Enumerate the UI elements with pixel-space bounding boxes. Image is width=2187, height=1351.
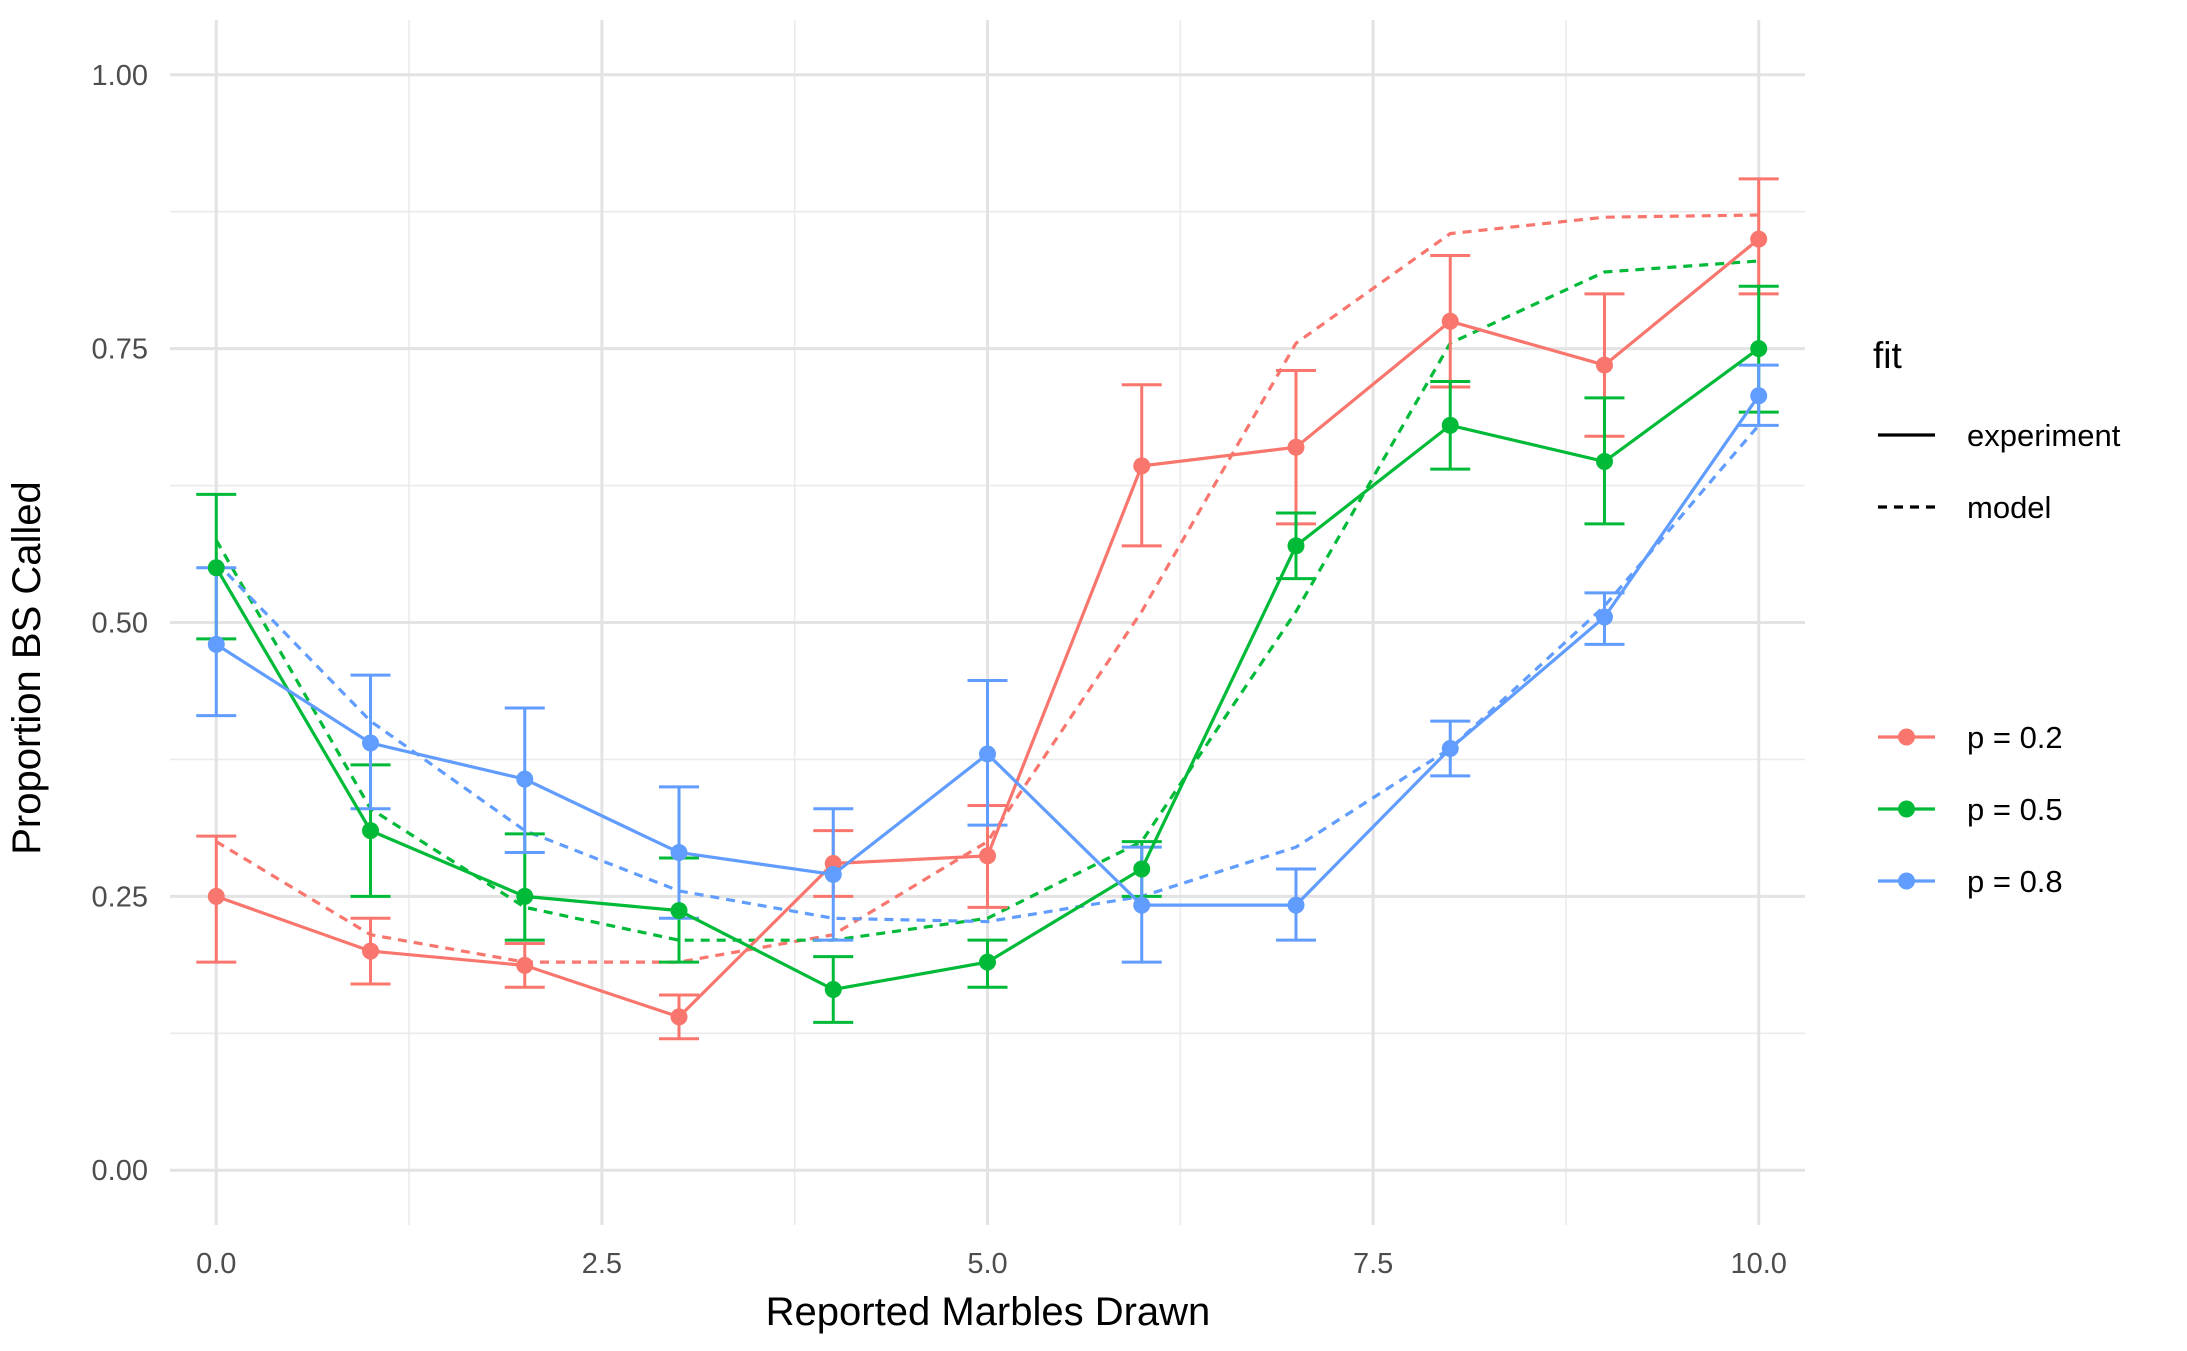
- model-line: [215, 424, 1760, 924]
- legend: fit experiment model p = 0.2 p = 0.5 p = 0.8: [1873, 335, 2121, 899]
- data-point: [1133, 896, 1151, 914]
- legend-title-fit: fit: [1873, 335, 1903, 376]
- legend-key-point: [1898, 728, 1915, 746]
- model-line: [215, 213, 1759, 964]
- data-point: [1287, 896, 1305, 914]
- data-point: [1595, 608, 1613, 626]
- legend-label-model: model: [1967, 490, 2051, 525]
- x-tick-label: 10.0: [1730, 1248, 1786, 1280]
- data-point: [979, 847, 996, 865]
- data-point: [824, 865, 842, 883]
- data-point: [516, 956, 534, 974]
- data-point: [1441, 416, 1459, 434]
- y-tick-label: 0.50: [92, 608, 148, 640]
- y-tick-labels: 0.00 0.25 0.50 0.75 1.00: [92, 60, 148, 1187]
- legend-label-series: p = 0.2: [1967, 720, 2063, 755]
- data-point: [516, 887, 534, 905]
- data-point: [979, 953, 996, 971]
- data-point: [1441, 739, 1459, 757]
- data-point: [1750, 340, 1768, 358]
- model-line: [214, 259, 1759, 942]
- data-point: [1133, 860, 1151, 878]
- data-point: [1750, 230, 1768, 248]
- data-point: [1287, 438, 1305, 456]
- legend-label-experiment: experiment: [1967, 418, 2121, 453]
- x-tick-label: 7.5: [1353, 1248, 1393, 1280]
- legend-key-point: [1898, 800, 1915, 818]
- data-point: [670, 844, 688, 862]
- data-point: [362, 822, 380, 840]
- data-point: [207, 635, 225, 653]
- data-point: [1133, 457, 1151, 475]
- legend-label-series: p = 0.5: [1967, 792, 2063, 827]
- y-tick-label: 0.75: [92, 334, 148, 366]
- x-tick-label: 0.0: [196, 1248, 236, 1280]
- data-point: [670, 1008, 688, 1026]
- data-point: [516, 770, 534, 788]
- y-tick-label: 1.00: [92, 60, 148, 92]
- data-point: [207, 887, 225, 905]
- data-point: [207, 559, 225, 577]
- data-point: [979, 745, 996, 763]
- y-axis-title: Proportion BS Called: [5, 481, 49, 855]
- data-point: [1595, 356, 1613, 374]
- y-tick-label: 0.25: [92, 881, 148, 913]
- legend-key-point: [1898, 872, 1915, 890]
- data-point: [824, 980, 842, 998]
- data-point: [1750, 387, 1768, 405]
- data-point: [1595, 452, 1613, 470]
- data-point: [670, 902, 688, 920]
- legend-label-series: p = 0.8: [1967, 864, 2063, 899]
- data-point: [362, 734, 380, 752]
- x-tick-label: 2.5: [582, 1248, 622, 1280]
- data-point: [362, 942, 380, 960]
- x-axis-title: Reported Marbles Drawn: [766, 1290, 1211, 1334]
- x-tick-labels: 0.0 2.5 5.0 7.5 10.0: [196, 1248, 1787, 1280]
- data-point: [1441, 312, 1459, 330]
- series-layer: [196, 177, 1779, 1041]
- data-point: [1287, 537, 1305, 555]
- x-tick-label: 5.0: [967, 1248, 1007, 1280]
- grid-major: [170, 20, 1805, 1225]
- y-tick-label: 0.00: [92, 1155, 148, 1187]
